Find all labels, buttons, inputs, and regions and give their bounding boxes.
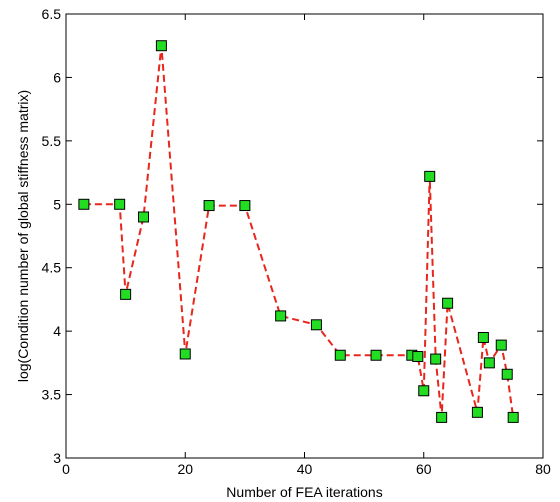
y-tick-label: 4.5 (42, 260, 62, 276)
data-point (412, 351, 424, 363)
x-tick-label: 80 (535, 461, 551, 477)
data-point (138, 211, 150, 223)
data-point (483, 357, 495, 369)
x-axis-title: Number of FEA iterations (226, 484, 382, 500)
y-tick-label: 5.5 (42, 133, 62, 149)
data-point (179, 348, 191, 360)
data-point (471, 406, 483, 418)
y-tick-label: 4 (53, 323, 61, 339)
data-point (114, 198, 126, 210)
data-point (501, 368, 513, 380)
data-point (275, 310, 287, 322)
y-axis-ticks: 3 3.5 4 4.5 5 5.5 6 6.5 (42, 6, 543, 466)
x-tick-label: 60 (416, 461, 432, 477)
data-point (442, 297, 454, 309)
data-point (239, 200, 251, 212)
data-point (495, 339, 507, 351)
data-point (370, 349, 382, 361)
data-point (424, 170, 436, 182)
data-point (120, 288, 132, 300)
y-tick-label: 3.5 (42, 387, 62, 403)
x-tick-label: 0 (62, 461, 70, 477)
data-point (430, 353, 442, 365)
series-layer (78, 40, 519, 423)
data-point (334, 349, 346, 361)
plot-area (65, 13, 544, 459)
y-axis-title: log(Condition number of global stiffness… (15, 90, 31, 382)
data-point (78, 198, 90, 210)
data-point (155, 40, 167, 52)
x-tick-label: 40 (297, 461, 313, 477)
y-tick-label: 3 (53, 450, 61, 466)
data-point (477, 331, 489, 343)
y-tick-label: 6.5 (42, 6, 62, 22)
data-point (310, 319, 322, 331)
data-point (507, 411, 519, 423)
x-axis-ticks: 0 20 40 60 80 (62, 14, 551, 477)
data-point (203, 200, 215, 212)
x-tick-label: 20 (177, 461, 193, 477)
data-point (418, 385, 430, 397)
y-tick-label: 6 (53, 69, 61, 85)
y-tick-label: 5 (53, 196, 61, 212)
data-point (436, 411, 448, 423)
